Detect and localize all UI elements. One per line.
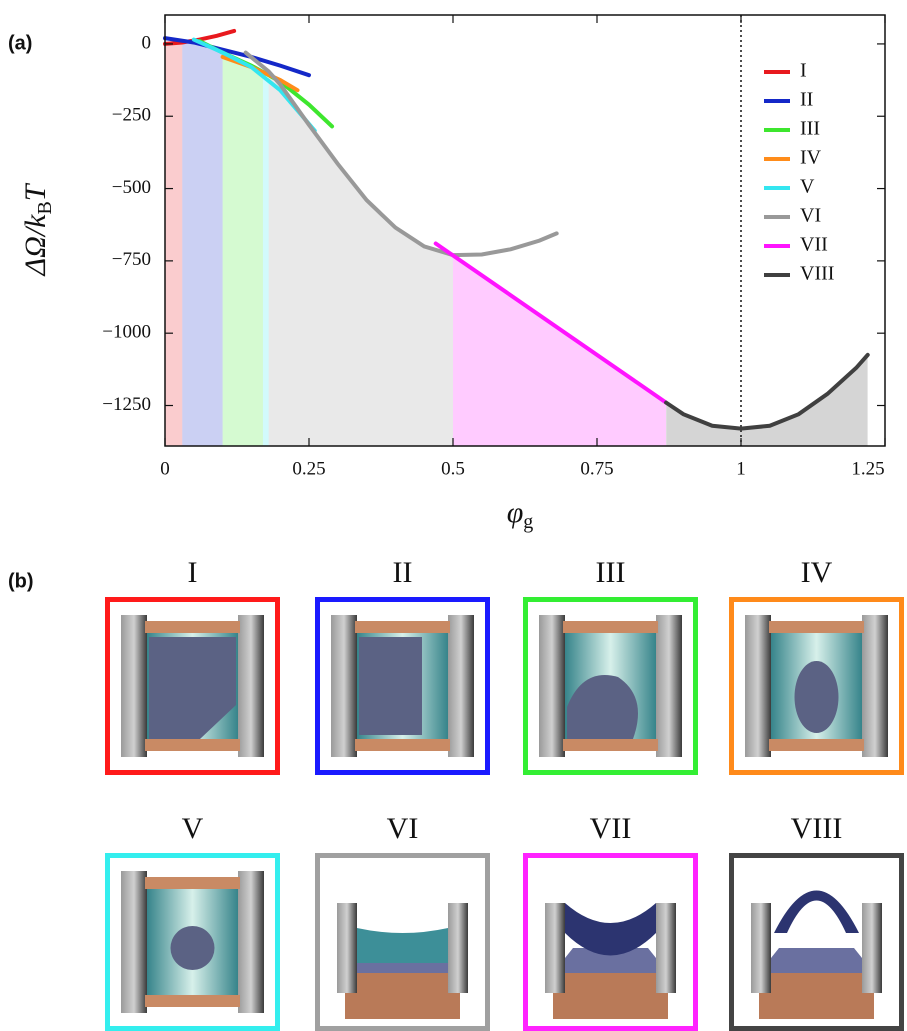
- panel-title: VI: [387, 812, 419, 845]
- render: [745, 615, 888, 757]
- render: [337, 903, 468, 1019]
- sheet: [774, 891, 859, 934]
- bar: [145, 739, 240, 751]
- x-tick-label: 1: [736, 458, 746, 479]
- pillar: [121, 871, 147, 1013]
- y-tick-label: −500: [112, 177, 151, 198]
- x-axis-label: φg: [507, 496, 534, 533]
- x-tick-label: 0.5: [441, 458, 465, 479]
- pillar: [656, 615, 682, 757]
- legend-label: I: [800, 60, 807, 82]
- x-tick-label: 1.25: [851, 458, 884, 479]
- legend-label: III: [800, 118, 820, 140]
- render: [545, 903, 676, 1019]
- legend-label: IV: [800, 147, 822, 169]
- shape: [359, 637, 422, 735]
- pillar: [862, 903, 882, 993]
- pillar: [745, 615, 771, 757]
- pillar: [862, 615, 888, 757]
- pillar: [448, 903, 468, 993]
- pillar: [448, 615, 474, 757]
- render: [121, 615, 264, 757]
- bar: [145, 877, 240, 889]
- sheet: [565, 903, 656, 956]
- bar: [145, 621, 240, 633]
- panel-title: I: [188, 556, 198, 589]
- shade-area: [436, 244, 666, 446]
- figure: (a) (b) ΔΩ/kBT φg IIIIIIIVVVIVIIVIII00.2…: [0, 0, 907, 1031]
- x-label-main: φ: [507, 496, 524, 529]
- pillar: [337, 903, 357, 993]
- y-tick-label: −1250: [102, 394, 151, 415]
- panel-title: VIII: [791, 812, 843, 845]
- panel-title: V: [182, 812, 204, 845]
- shade-area: [666, 355, 868, 446]
- x-tick-label: 0: [160, 458, 170, 479]
- x-tick-label: 0.25: [292, 458, 325, 479]
- y-tick-label: 0: [142, 32, 152, 53]
- pillar: [121, 615, 147, 757]
- pillar: [539, 615, 565, 757]
- box-top: [759, 948, 874, 973]
- panel-title: IV: [801, 556, 833, 589]
- y-label-main: ΔΩ/k: [19, 214, 52, 277]
- y-label-tail: T: [19, 182, 52, 201]
- legend-label: V: [800, 176, 815, 198]
- legend-label: VI: [800, 205, 821, 227]
- pillar: [238, 615, 264, 757]
- pillar: [238, 871, 264, 1013]
- legend-label: VII: [800, 234, 828, 256]
- bar: [563, 739, 658, 751]
- box: [553, 973, 668, 1019]
- y-tick-label: −1000: [102, 322, 151, 343]
- shape: [171, 926, 215, 970]
- render: [751, 891, 882, 1020]
- panel-title: III: [596, 556, 626, 589]
- render: [331, 615, 474, 757]
- box: [345, 973, 460, 1019]
- bar: [355, 739, 450, 751]
- panel-label: (b): [8, 570, 34, 592]
- y-tick-label: −250: [112, 105, 151, 126]
- render: [539, 615, 682, 757]
- bar: [145, 995, 240, 1007]
- bar: [355, 621, 450, 633]
- legend-label: II: [800, 89, 813, 111]
- x-tick-label: 0.75: [580, 458, 613, 479]
- shape: [795, 661, 839, 733]
- pillar: [331, 615, 357, 757]
- pillar: [751, 903, 771, 993]
- pillar: [545, 903, 565, 993]
- panel-label: (a): [8, 32, 32, 54]
- legend-label: VIII: [800, 263, 834, 285]
- y-tick-label: −750: [112, 249, 151, 270]
- y-label-sub: B: [34, 201, 56, 214]
- bar: [769, 739, 864, 751]
- y-axis-label: ΔΩ/kBT: [19, 182, 56, 276]
- render: [121, 871, 264, 1013]
- box: [759, 973, 874, 1019]
- sheet: [357, 928, 448, 963]
- bar: [563, 621, 658, 633]
- panel-title: II: [393, 556, 413, 589]
- panel-title: VII: [590, 812, 632, 845]
- pillar: [656, 903, 676, 993]
- x-label-sub: g: [523, 511, 533, 533]
- bar: [769, 621, 864, 633]
